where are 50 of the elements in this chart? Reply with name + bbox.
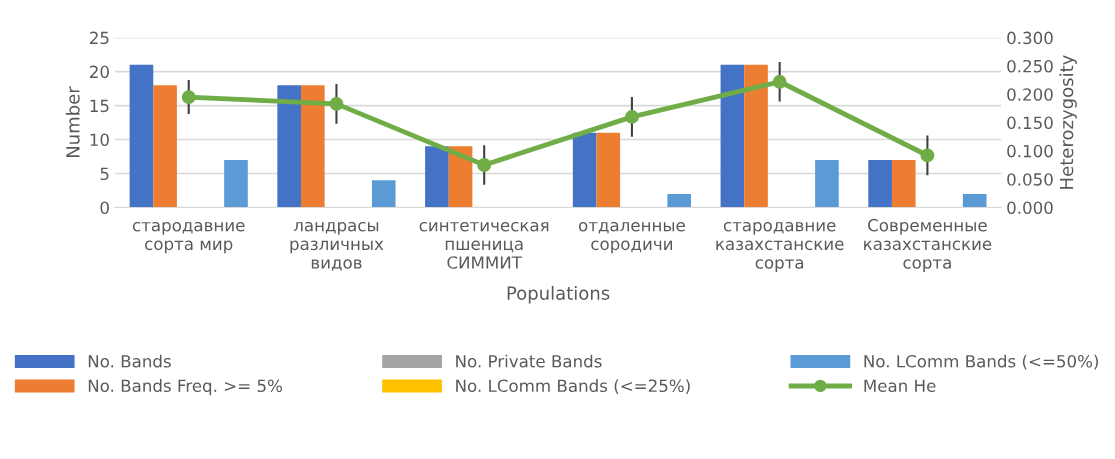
y2-tick-label: 0.300 (1007, 31, 1053, 45)
y2-tick-label: 0.100 (1007, 144, 1053, 158)
bar (277, 85, 301, 208)
x-tick-label: ландрасы различных видов (290, 221, 384, 271)
point (329, 96, 344, 111)
bar (596, 132, 621, 208)
y2-axis-title: Heterozygosity (1059, 55, 1077, 189)
bar (153, 85, 177, 208)
x-tick-label: отдаленные сородичи (578, 221, 685, 254)
legend-label: Mean He (864, 379, 936, 393)
bar (371, 180, 396, 208)
bar (224, 159, 248, 208)
bar (868, 159, 892, 208)
y-axis-title: Number (65, 86, 80, 158)
y2-tick-label: 0.150 (1007, 116, 1053, 130)
bar (962, 193, 987, 208)
y2-tick-label: 0.200 (1007, 88, 1053, 101)
point (624, 109, 639, 124)
bar (667, 193, 692, 208)
legend-label: No. Private Bands (456, 354, 602, 368)
y2-tick-label: 0.050 (1007, 173, 1053, 186)
bar (572, 132, 597, 208)
point (920, 148, 935, 163)
point (772, 74, 787, 89)
point (477, 158, 492, 172)
x-axis-title: Populations (507, 285, 610, 304)
legend-label: No. LComm Bands (<=50%) (864, 354, 1099, 370)
x-tick-label: Современные казахстанские сорта (864, 218, 992, 273)
x-tick-label: стародавние казахстанские сорта (716, 221, 844, 273)
x-tick-label: синтетическая пшеница СИММИТ (419, 221, 549, 269)
bar (891, 159, 916, 208)
bar (300, 85, 325, 208)
bar (720, 64, 745, 208)
y-tick-label: 15 (90, 99, 109, 113)
y-tick-label: 20 (90, 65, 109, 79)
bar (815, 159, 839, 208)
legend-label: No. LComm Bands (<=25%) (456, 379, 690, 394)
x-tick-label: стародавние сорта мир (132, 221, 245, 254)
point (181, 90, 196, 105)
y2-tick-label: 0.000 (1007, 201, 1053, 215)
bar (129, 64, 154, 208)
y-tick-label: 10 (90, 133, 109, 147)
bar (425, 146, 449, 208)
legend-label: No. Bands (88, 354, 171, 368)
y-tick-label: 0 (100, 201, 109, 215)
legend-label: No. Bands Freq. >= 5% (88, 379, 282, 396)
y-tick-label: 5 (100, 167, 109, 181)
y-tick-label: 25 (90, 31, 109, 45)
y2-tick-label: 0.250 (1007, 59, 1053, 73)
bar (744, 64, 768, 208)
